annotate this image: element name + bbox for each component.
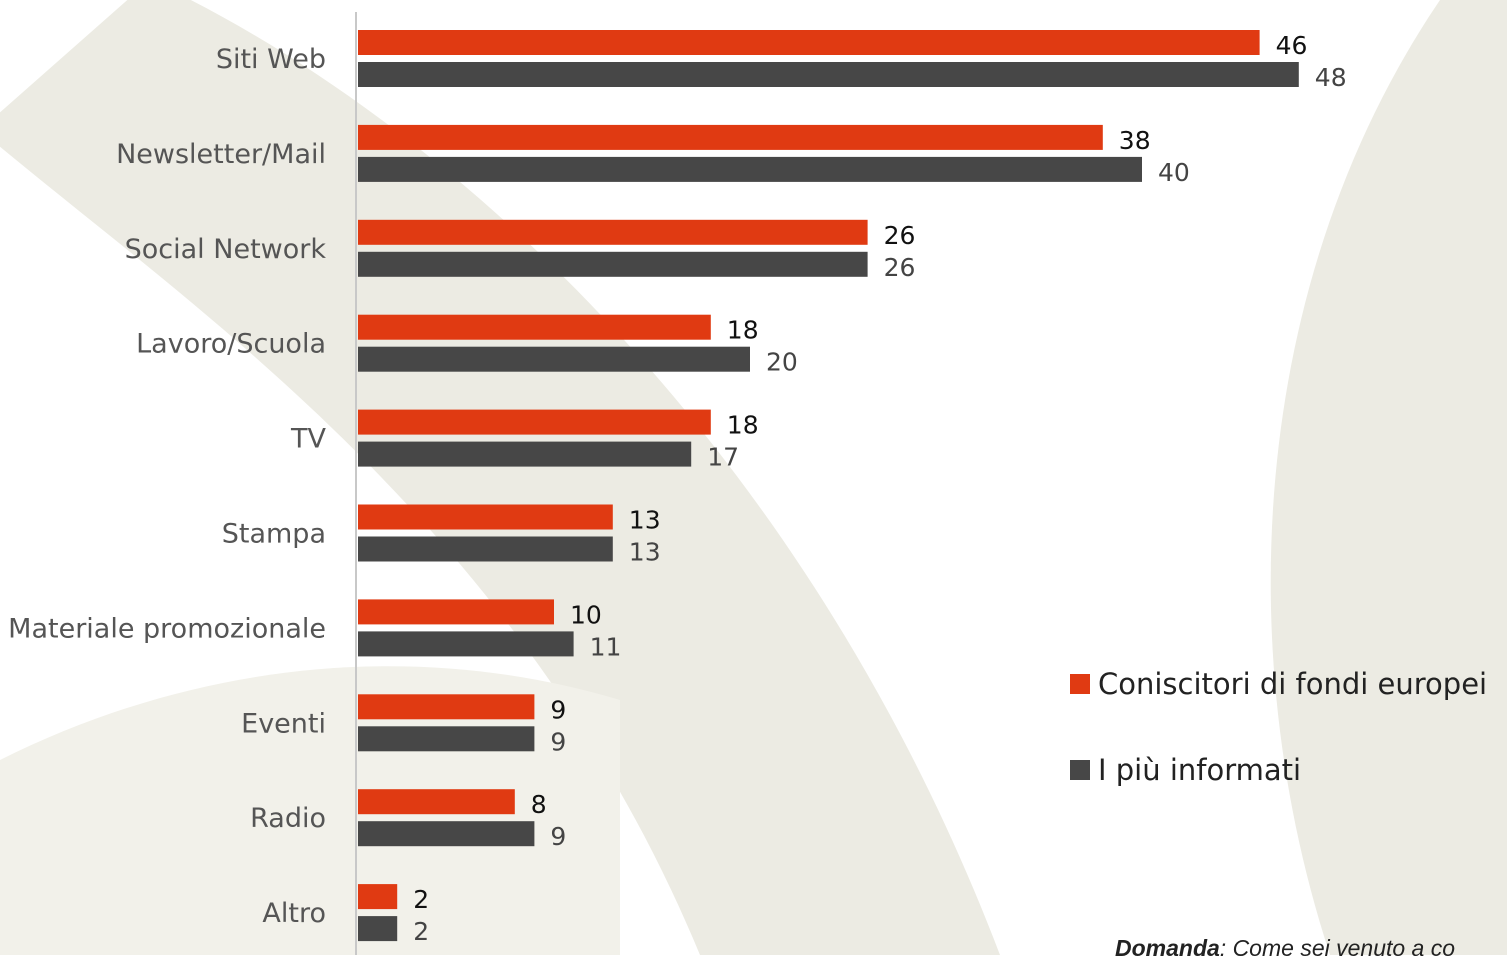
legend-label: Coniscitori di fondi europei	[1098, 667, 1487, 701]
bar-series-1	[358, 599, 554, 625]
data-label: 8	[531, 790, 547, 819]
data-label: 2	[413, 917, 429, 946]
footnote-label: Domanda	[1115, 935, 1220, 961]
category-label: Materiale promozionale	[8, 613, 326, 644]
legend: Coniscitori di fondi europei I più inform…	[1070, 667, 1487, 787]
data-label: 40	[1158, 158, 1190, 187]
bar-series-1	[358, 504, 613, 530]
data-label: 26	[884, 253, 916, 282]
category-label: Siti Web	[216, 44, 326, 75]
legend-swatch	[1070, 674, 1090, 694]
bar-series-1	[358, 409, 711, 435]
data-label: 13	[629, 538, 661, 567]
data-label: 13	[629, 506, 661, 535]
data-label: 18	[727, 411, 759, 440]
bar-series-2	[358, 631, 574, 657]
data-label: 2	[413, 885, 429, 914]
data-label: 46	[1276, 31, 1308, 60]
bar-series-2	[358, 726, 535, 752]
bar-series-2	[358, 916, 398, 942]
bar-series-2	[358, 346, 750, 372]
category-label: Radio	[250, 803, 326, 834]
legend-label: I più informati	[1098, 753, 1301, 787]
category-label: TV	[290, 424, 326, 455]
bar-series-1	[358, 884, 398, 910]
category-label: Newsletter/Mail	[116, 139, 326, 170]
footnote-text: : Come sei venuto a co	[1219, 935, 1456, 961]
data-label: 48	[1315, 63, 1347, 92]
bar-series-1	[358, 124, 1103, 150]
category-label: Lavoro/Scuola	[136, 329, 326, 360]
footnote: Domanda: Come sei venuto a co	[1115, 935, 1455, 962]
data-label: 20	[766, 348, 798, 377]
data-label: 18	[727, 316, 759, 345]
bar-series-2	[358, 156, 1142, 182]
data-label: 26	[884, 221, 916, 250]
bar-series-1	[358, 314, 711, 340]
data-label: 9	[550, 727, 566, 756]
category-label: Eventi	[241, 708, 326, 739]
category-label: Social Network	[125, 234, 327, 265]
data-label: 9	[550, 695, 566, 724]
bar-series-2	[358, 251, 868, 277]
category-label: Stampa	[222, 519, 326, 550]
data-label: 9	[550, 822, 566, 851]
bar-series-1	[358, 694, 535, 720]
legend-swatch	[1070, 760, 1090, 780]
bar-series-2	[358, 62, 1299, 87]
bar-series-2	[358, 536, 613, 562]
bar-series-2	[358, 821, 535, 847]
data-label: 10	[570, 600, 602, 629]
bar-series-1	[358, 789, 515, 815]
category-label: Altro	[262, 898, 326, 929]
data-label: 38	[1119, 126, 1151, 155]
bar-series-1	[358, 219, 868, 245]
bar-series-2	[358, 441, 692, 467]
data-label: 11	[590, 632, 622, 661]
bar-series-1	[358, 30, 1260, 55]
data-label: 17	[707, 443, 739, 472]
